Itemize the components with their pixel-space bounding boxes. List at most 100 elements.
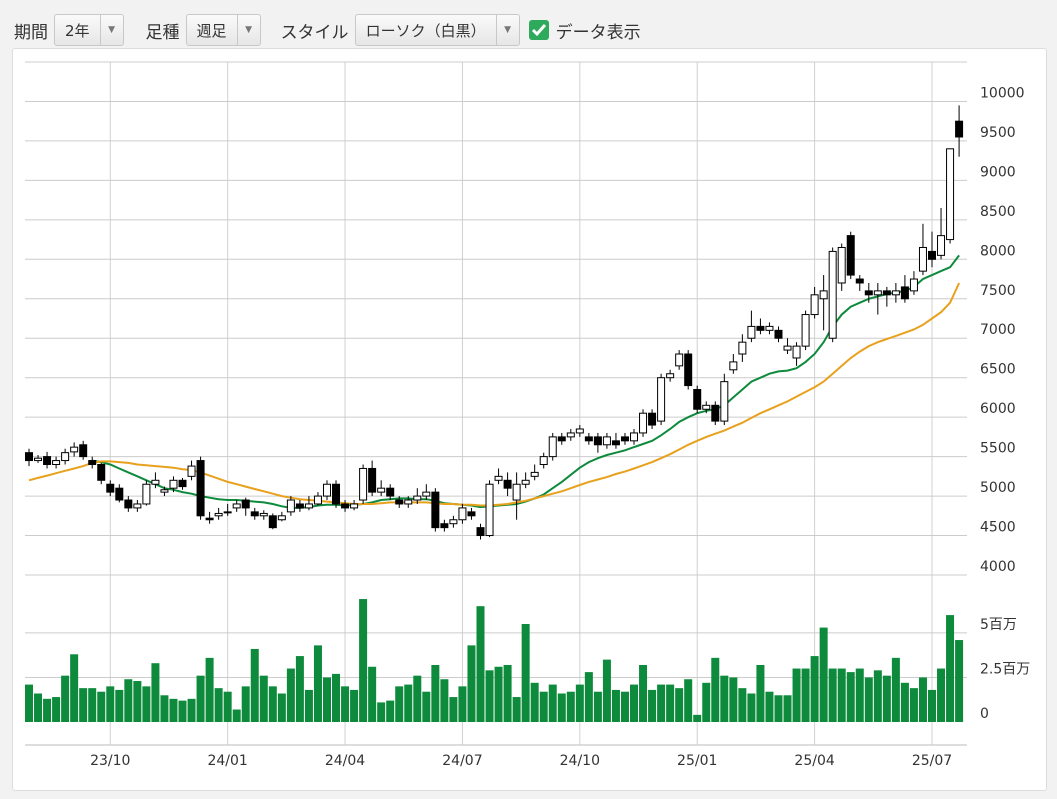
volume-bar: [765, 691, 774, 722]
volume-bar: [485, 670, 494, 722]
candle-body: [810, 294, 819, 316]
volume-bar: [512, 697, 521, 722]
volume-bar: [801, 668, 810, 722]
candle-body: [322, 483, 331, 497]
x-tick-label: 24/10: [560, 753, 600, 769]
checkbox-label[interactable]: データ表示: [555, 22, 641, 43]
volume-bar: [702, 682, 711, 722]
candle-body: [566, 432, 575, 438]
volume-bar: [61, 675, 70, 722]
x-tick-label: 25/01: [677, 753, 717, 769]
candle-body: [593, 436, 602, 446]
volume-bar: [955, 640, 964, 722]
volume-bar: [648, 689, 657, 722]
candle-body: [521, 479, 530, 485]
candle-body: [485, 483, 494, 537]
volume-bar: [413, 675, 422, 722]
volume-bar: [657, 684, 666, 722]
candle-body: [431, 491, 440, 529]
volume-bar: [124, 679, 133, 722]
candle-body: [937, 235, 946, 256]
volume-bar: [602, 659, 611, 722]
volume-bar: [819, 627, 828, 722]
candle-body: [377, 487, 386, 493]
candle-body: [277, 515, 286, 521]
candle-body: [675, 353, 684, 367]
y-tick-label: 6000: [980, 401, 1016, 417]
volume-bar: [918, 677, 927, 722]
candle-body: [223, 511, 232, 514]
bar-select[interactable]: 週足 ▼: [185, 14, 261, 46]
candle-body: [34, 457, 43, 462]
y-tick-label: 6500: [980, 362, 1016, 378]
candle-body: [449, 519, 458, 525]
candle-body: [332, 483, 341, 505]
candle-body: [395, 499, 404, 505]
volume-bar: [494, 666, 503, 722]
candle-body: [115, 487, 124, 501]
candle-body: [503, 479, 512, 489]
volume-bar: [43, 698, 52, 722]
candle-body: [530, 471, 539, 477]
candle-body: [467, 511, 476, 517]
volume-bar: [738, 688, 747, 722]
volume-bar: [404, 684, 413, 722]
candle-body: [837, 246, 846, 284]
candle-body: [864, 290, 873, 296]
volume-bar: [630, 684, 639, 722]
candle-body: [512, 483, 521, 501]
volume-bar: [295, 656, 304, 722]
volume-bar: [575, 684, 584, 722]
label: スタイル: [280, 22, 349, 43]
candle-body: [828, 250, 837, 339]
volume-bar: [837, 668, 846, 722]
volume-bar: [539, 691, 548, 722]
candle-body: [909, 278, 918, 292]
period-select[interactable]: 2年 ▼: [54, 14, 124, 46]
candle-body: [918, 246, 927, 272]
candle-body: [440, 523, 449, 529]
volume-bar: [675, 688, 684, 722]
volume-bar: [530, 682, 539, 722]
candle-body: [350, 503, 359, 509]
value: 2年: [65, 21, 90, 40]
candle-body: [666, 373, 675, 379]
volume-bar: [467, 645, 476, 722]
style-select[interactable]: ローソク（白黒） ▼: [354, 14, 520, 46]
x-tick-label: 24/07: [442, 753, 482, 769]
volume-bar: [639, 664, 648, 722]
candle-body: [187, 465, 196, 477]
candle-body: [241, 499, 250, 509]
volume-bar: [909, 688, 918, 722]
candle-body: [494, 475, 503, 481]
volume-bar: [286, 668, 295, 722]
label: 期間: [14, 22, 48, 43]
arrow: ▼: [236, 15, 260, 45]
volume-bar: [25, 684, 33, 722]
candle-body: [79, 444, 88, 458]
volume-bar: [566, 691, 575, 722]
candle-body: [151, 479, 160, 485]
volume-bar: [864, 677, 873, 722]
candle-body: [819, 290, 828, 300]
volume-bar: [133, 681, 142, 722]
volume-bar: [106, 686, 115, 722]
arrow: ▼: [495, 15, 519, 45]
volume-bar: [774, 695, 783, 722]
volume-bar: [214, 688, 223, 722]
x-tick-label: 25/07: [912, 753, 952, 769]
checkbox[interactable]: [528, 19, 550, 41]
volume-bar: [747, 693, 756, 722]
x-tick-label: 25/04: [794, 753, 834, 769]
volume-bar: [431, 664, 440, 722]
volume-bar: [891, 657, 900, 722]
y-tick-label: 9000: [980, 164, 1016, 180]
volume-bar: [846, 672, 855, 722]
candle-body: [738, 341, 747, 355]
value: 週足: [196, 21, 227, 40]
volume-bar: [422, 691, 431, 722]
volume-bar: [828, 668, 837, 722]
candle-body: [142, 483, 151, 505]
